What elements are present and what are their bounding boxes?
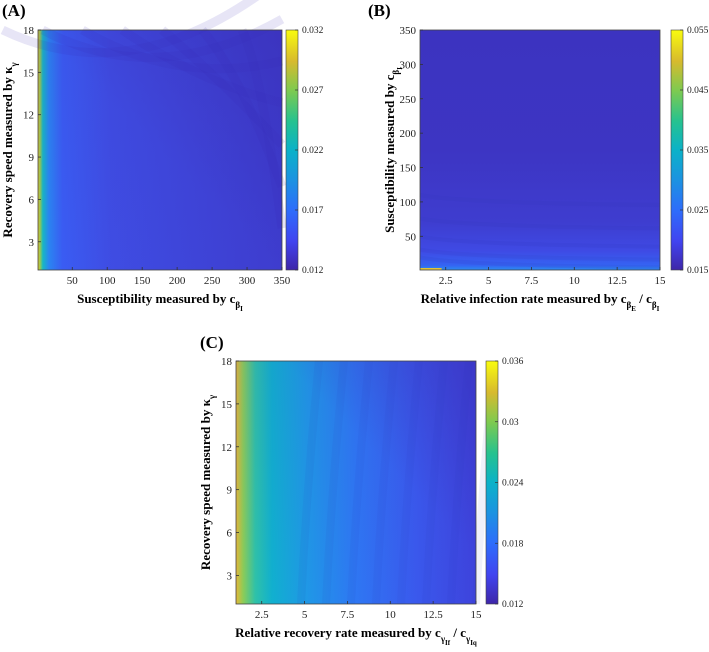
x-tick-label: 5 xyxy=(302,609,308,621)
colorbar-tick-label: 0.036 xyxy=(502,357,524,367)
contour-band xyxy=(422,360,448,605)
panel-label: (C) xyxy=(200,333,224,352)
x-tick-label: 50 xyxy=(67,275,79,287)
contour-band xyxy=(447,360,473,605)
x-tick-label: 2.5 xyxy=(255,609,269,621)
contour-band xyxy=(159,26,286,148)
x-axis-label: Susceptibility measured by cβI xyxy=(77,291,243,313)
contour-band xyxy=(419,193,661,207)
heatmap-shade xyxy=(236,361,476,604)
y-tick-label: 300 xyxy=(400,59,417,71)
colorbar-tick-label: 0.03 xyxy=(502,418,519,428)
x-tick-label: 200 xyxy=(169,275,186,287)
contour-band xyxy=(372,360,398,605)
contour-band xyxy=(419,234,661,249)
contour-band xyxy=(419,216,661,231)
x-axis-label: Relative recovery rate measured by cγIf … xyxy=(235,625,477,647)
panel-b: (B) 2.5 5 7.5 10 12.5 15 50 100 150 200 250 300 350 0.… xyxy=(368,1,709,313)
x-tick-label: 12.5 xyxy=(608,275,628,287)
y-axis-label: Susceptibility measured by cβI xyxy=(382,67,404,233)
y-tick-label: 150 xyxy=(400,163,417,175)
y-tick-label: 9 xyxy=(227,485,233,497)
colorbar-tick-label: 0.022 xyxy=(302,146,324,156)
y-tick-label: 100 xyxy=(400,197,417,209)
heatmap-surface xyxy=(420,30,660,270)
y-axis-label: Recovery speed measured by κγ xyxy=(0,62,19,238)
x-tick-label: 7.5 xyxy=(525,275,539,287)
y-tick-label: 18 xyxy=(221,356,233,368)
contour-band xyxy=(297,360,323,605)
y-tick-label: 15 xyxy=(23,67,35,79)
panel-label: (A) xyxy=(2,1,26,20)
contour-band xyxy=(397,360,423,605)
contour-band xyxy=(198,27,287,188)
panel-c: (C) 2.5 5 7.5 10 12.5 15 3 6 9 12 15 18 0.012 0.018 0.0… xyxy=(198,333,524,647)
y-axis-label: Recovery speed measured by κγ xyxy=(198,394,217,570)
contour-band xyxy=(238,28,287,229)
contour-band xyxy=(119,26,284,108)
x-tick-label: 100 xyxy=(99,275,116,287)
y-tick-label: 350 xyxy=(400,25,417,37)
contour-band xyxy=(322,360,348,605)
colorbar-tick-label: 0.017 xyxy=(302,206,324,216)
y-tick-label: 18 xyxy=(23,25,35,37)
heatmap-peak xyxy=(420,268,442,270)
colorbar-tick-label: 0.015 xyxy=(687,266,709,276)
colorbar-tick-label: 0.012 xyxy=(302,266,324,276)
x-tick-label: 150 xyxy=(134,275,151,287)
y-tick-label: 250 xyxy=(400,94,417,106)
panel-label: (B) xyxy=(368,1,391,20)
y-tick-label: 15 xyxy=(221,399,233,411)
plot-frame xyxy=(37,29,283,271)
colorbar-tick-label: 0.025 xyxy=(687,206,709,216)
y-tick-label: 12 xyxy=(23,110,34,122)
x-tick-label: 15 xyxy=(655,275,667,287)
x-axis-label: Relative infection rate measured by cβE … xyxy=(421,291,660,313)
panel-a: (A) 50 100 150 200 250 300 350 3 6 9 12 15 18 0.012 0.0… xyxy=(0,0,324,313)
y-tick-label: 3 xyxy=(227,570,233,582)
y-tick-label: 6 xyxy=(227,528,233,540)
plot-frame xyxy=(419,29,661,271)
heatmap-shade xyxy=(38,30,282,270)
colorbar-tick-label: 0.027 xyxy=(302,86,324,96)
contour-band xyxy=(40,15,285,63)
y-tick-label: 12 xyxy=(221,442,232,454)
plot-frame xyxy=(235,360,477,605)
y-tick-label: 6 xyxy=(29,194,35,206)
colorbar-tick-label: 0.055 xyxy=(687,26,709,36)
y-tick-label: 50 xyxy=(405,231,417,243)
x-tick-label: 350 xyxy=(274,275,291,287)
y-tick-label: 200 xyxy=(400,128,417,140)
colorbar-tick-label: 0.024 xyxy=(502,479,524,489)
x-tick-label: 10 xyxy=(569,275,581,287)
contour-band xyxy=(80,26,284,74)
contour-band xyxy=(0,0,260,58)
y-tick-label: 9 xyxy=(29,152,35,164)
x-tick-label: 250 xyxy=(204,275,221,287)
colorbar-tick-label: 0.012 xyxy=(502,600,524,610)
x-tick-label: 2.5 xyxy=(439,275,453,287)
colorbar-tick-label: 0.018 xyxy=(502,539,524,549)
x-tick-label: 12.5 xyxy=(424,609,444,621)
contour-band xyxy=(347,360,373,605)
contour-band xyxy=(419,247,661,262)
x-tick-label: 10 xyxy=(385,609,397,621)
x-tick-label: 15 xyxy=(471,609,483,621)
x-tick-label: 7.5 xyxy=(341,609,355,621)
y-tick-label: 3 xyxy=(29,237,35,249)
x-tick-label: 5 xyxy=(486,275,492,287)
x-tick-label: 300 xyxy=(239,275,256,287)
colorbar-tick-label: 0.035 xyxy=(687,146,709,156)
contour-band xyxy=(419,255,661,270)
colorbar-tick-label: 0.045 xyxy=(687,86,709,96)
colorbar-tick-label: 0.032 xyxy=(302,26,324,36)
